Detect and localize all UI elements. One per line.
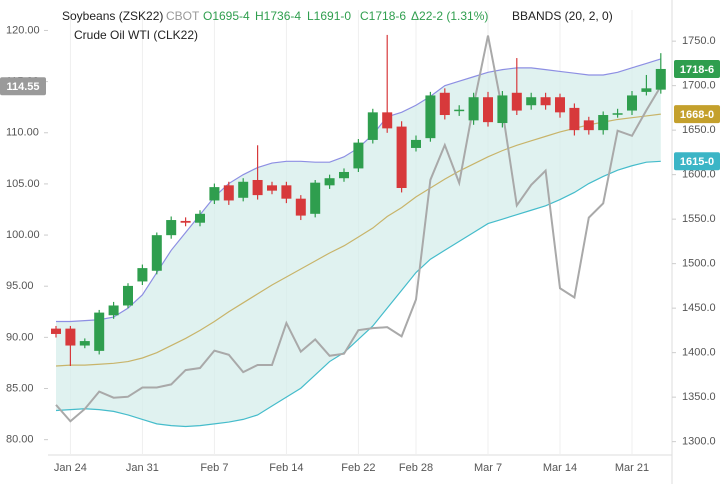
candle-body bbox=[497, 95, 508, 124]
price-tag bbox=[674, 59, 720, 78]
price-tag bbox=[0, 77, 46, 96]
change-label: Δ22-2 (1.31%) bbox=[411, 9, 488, 23]
candle-body bbox=[612, 113, 623, 115]
candle-body bbox=[526, 97, 537, 106]
y2-tick-label: 105.00 bbox=[6, 178, 40, 190]
band-lower bbox=[55, 160, 661, 428]
candle-body bbox=[238, 181, 249, 198]
candle-body bbox=[65, 328, 76, 346]
candle-body bbox=[339, 171, 349, 179]
candle-body bbox=[367, 112, 378, 140]
candle-body bbox=[51, 328, 61, 334]
candle-body bbox=[468, 97, 479, 121]
y-tick-label: 1500.0 bbox=[682, 258, 716, 270]
high-label: H1736-4 bbox=[255, 9, 301, 23]
candle-body bbox=[483, 97, 493, 123]
low-label: L1691-0 bbox=[307, 9, 351, 23]
candle-body bbox=[382, 112, 393, 129]
candle-body bbox=[540, 97, 551, 106]
y2-tick-label: 90.00 bbox=[6, 331, 34, 343]
candle-body bbox=[223, 185, 234, 201]
candle-body bbox=[655, 68, 666, 90]
exchange: CBOT bbox=[166, 9, 200, 23]
x-tick-label: Feb 28 bbox=[399, 462, 433, 474]
y-tick-label: 1650.0 bbox=[682, 124, 716, 136]
y2-tick-label: 85.00 bbox=[6, 382, 34, 394]
candle-body bbox=[195, 213, 205, 223]
band-fill bbox=[56, 58, 661, 427]
candle-body bbox=[569, 107, 580, 131]
candle-body bbox=[137, 268, 148, 282]
candle-body bbox=[627, 95, 637, 111]
x-tick-label: Feb 14 bbox=[269, 462, 303, 474]
candle-body bbox=[439, 92, 450, 116]
candle-body bbox=[425, 95, 436, 139]
x-tick-label: Mar 7 bbox=[474, 462, 502, 474]
plot bbox=[51, 10, 666, 455]
x-tick-label: Feb 22 bbox=[341, 462, 375, 474]
compare-label: Crude Oil WTI (CLK22) bbox=[74, 28, 198, 42]
x-tick-label: Mar 21 bbox=[615, 462, 649, 474]
candle-body bbox=[295, 198, 306, 216]
price-tag-label: 114.55 bbox=[6, 81, 39, 93]
axes: Jan 24 Jan 31 Feb 7 Feb 14 Feb 22 Feb 28 Mar 7… bbox=[0, 24, 720, 474]
y-tick-label: 1350.0 bbox=[682, 391, 716, 403]
price-tag bbox=[674, 152, 720, 171]
candle-body bbox=[252, 179, 263, 196]
y2-tick-label: 80.00 bbox=[6, 434, 34, 446]
price-tag-label: 1718-6 bbox=[680, 64, 714, 76]
x-tick-label: Mar 14 bbox=[543, 462, 577, 474]
y-tick-label: 1550.0 bbox=[682, 213, 716, 225]
candle-body bbox=[511, 92, 522, 111]
indicator-label: BBANDS (20, 2, 0) bbox=[512, 9, 613, 23]
y-tick-label: 1700.0 bbox=[682, 80, 716, 92]
close-label: C1718-6 bbox=[360, 9, 406, 23]
candle-body bbox=[324, 178, 335, 186]
y-tick-label: 1450.0 bbox=[682, 302, 716, 314]
y-tick-label: 1600.0 bbox=[682, 169, 716, 181]
candle-body bbox=[454, 109, 465, 112]
y-tick-label: 1400.0 bbox=[682, 347, 716, 359]
candle-body bbox=[396, 126, 407, 188]
y2-tick-label: 110.00 bbox=[6, 127, 39, 139]
symbol: Soybeans (ZSK22) bbox=[62, 9, 163, 23]
candle-body bbox=[267, 185, 277, 191]
x-tick-label: Jan 31 bbox=[126, 462, 159, 474]
y-tick-label: 1750.0 bbox=[682, 35, 716, 47]
candle-body bbox=[555, 97, 565, 113]
candle-body bbox=[209, 187, 220, 201]
candle-body bbox=[180, 220, 191, 223]
candle-body bbox=[166, 220, 177, 236]
open-label: O1695-4 bbox=[203, 9, 250, 23]
y2-tick-label: 100.00 bbox=[6, 229, 40, 241]
crude-line bbox=[55, 35, 662, 423]
band-middle bbox=[55, 113, 661, 367]
candle-body bbox=[281, 185, 292, 199]
candle-body bbox=[79, 341, 90, 346]
x-tick-label: Feb 7 bbox=[200, 462, 228, 474]
price-tag-label: 1615-0 bbox=[680, 156, 714, 168]
candle-body bbox=[123, 285, 133, 306]
candle-body bbox=[94, 312, 105, 351]
candle-body bbox=[583, 120, 594, 131]
candle-body bbox=[641, 88, 652, 92]
candle-body bbox=[108, 305, 119, 316]
y-tick-label: 1300.0 bbox=[682, 436, 716, 448]
candle-body bbox=[151, 235, 162, 271]
candle-body bbox=[598, 115, 609, 131]
candle-body bbox=[310, 182, 321, 214]
candle-body bbox=[411, 139, 421, 148]
y2-tick-label: 120.00 bbox=[6, 24, 40, 36]
x-tick-label: Jan 24 bbox=[54, 462, 87, 474]
candle-body bbox=[353, 142, 364, 169]
price-tag bbox=[674, 105, 720, 124]
y2-tick-label: 95.00 bbox=[6, 280, 34, 292]
price-tag-label: 1668-0 bbox=[680, 109, 714, 121]
